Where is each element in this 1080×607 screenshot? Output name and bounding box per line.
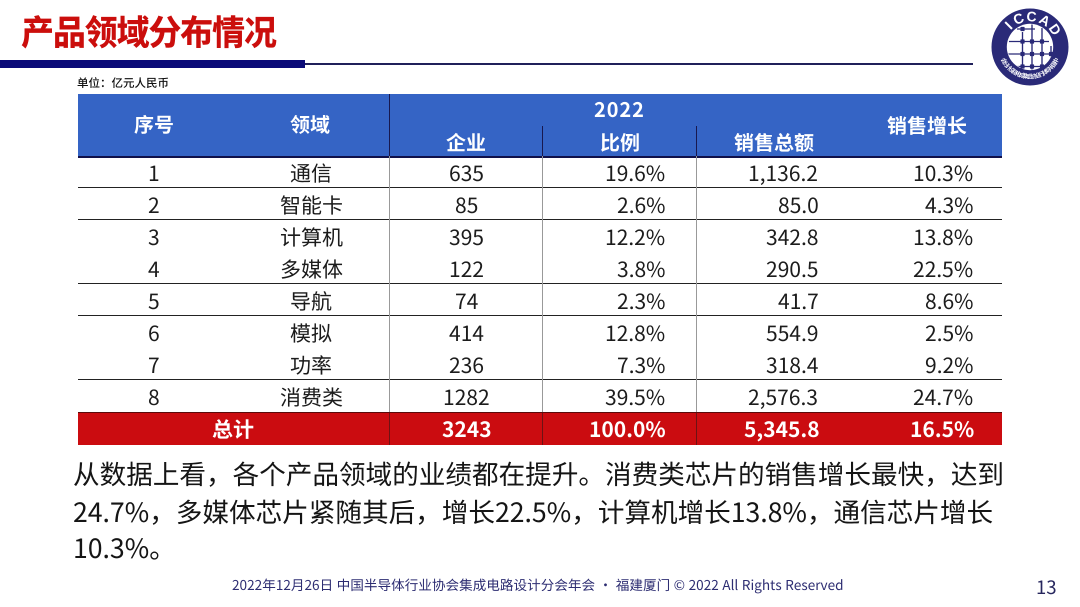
svg-text:C: C <box>1026 8 1037 25</box>
